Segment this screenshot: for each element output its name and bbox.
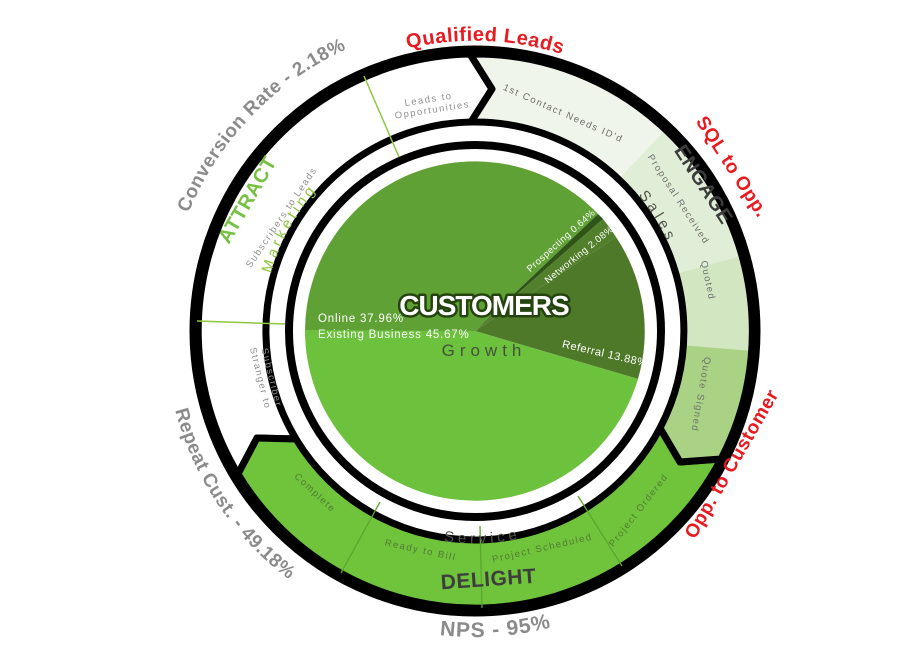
pie-slice-online: [304, 161, 598, 332]
engage-band-quoted: [672, 255, 753, 351]
pie-slice-existing-business: [304, 330, 638, 501]
delight-stage-divider: [340, 501, 381, 574]
pie-slice-referral: [475, 237, 645, 379]
pie-slice-prospecting: [475, 214, 603, 331]
attract-stage-divider: [196, 320, 286, 325]
pie-label-online: Online 37.96%: [318, 313, 404, 325]
customers-pie-chart: [304, 161, 645, 501]
attract-stage-divider: [363, 75, 400, 158]
center-subtitle: Growth: [442, 341, 527, 360]
engage-band-proposal-received: [616, 128, 744, 275]
delight-stage-divider: [479, 525, 483, 609]
section-delight: [234, 424, 725, 612]
pie-label-existing-business: Existing Business 45.67%: [318, 329, 470, 341]
pie-slice-networking: [475, 219, 616, 331]
section-engage-outline: [466, 50, 756, 466]
category-label-service: Service: [443, 526, 522, 548]
delight-stage-divider: [577, 495, 623, 567]
center-title: CUSTOMERS: [399, 290, 569, 321]
engage-band-first-contact: [470, 53, 667, 182]
